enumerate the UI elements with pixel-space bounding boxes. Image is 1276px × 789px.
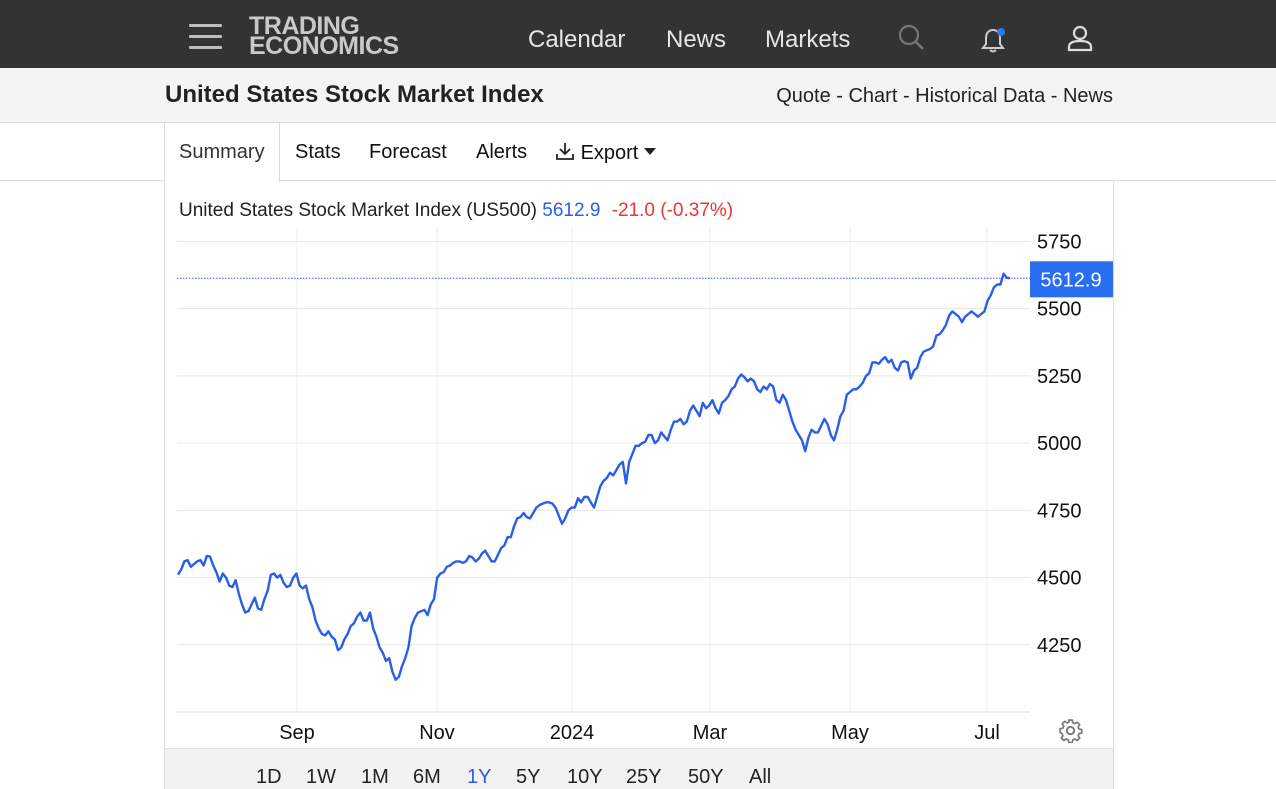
search-icon[interactable] <box>898 24 926 52</box>
caret-down-icon <box>643 148 656 155</box>
tab-export[interactable]: Export <box>555 141 656 165</box>
top-navbar: TRADING ECONOMICS Calendar News Markets <box>0 0 1276 68</box>
quote-chart-history-news-links[interactable]: Quote - Chart - Historical Data - News <box>776 85 1113 107</box>
range-50y[interactable]: 50Y <box>688 766 724 788</box>
x-tick-label: Jul <box>974 722 1000 744</box>
export-label: Export <box>580 142 639 164</box>
logo-line1: TRADING <box>249 12 360 40</box>
nav-news[interactable]: News <box>666 26 727 53</box>
range-all[interactable]: All <box>749 766 772 788</box>
y-tick-label: 5000 <box>1037 433 1082 455</box>
trading-economics-logo[interactable]: TRADING ECONOMICS <box>249 14 399 60</box>
hamburger-menu-icon[interactable] <box>189 24 222 49</box>
y-tick-label: 5250 <box>1037 366 1082 388</box>
tab-summary[interactable]: Summary <box>164 123 280 182</box>
y-tick-label: 5500 <box>1037 299 1082 321</box>
last-value-label: 5612.9 <box>1040 269 1101 291</box>
x-tick-label: Sep <box>279 722 315 744</box>
legend-change: -21.0 (-0.37%) <box>611 200 734 221</box>
logo-line2: ECONOMICS <box>249 32 399 60</box>
tab-forecast[interactable]: Forecast <box>369 141 447 163</box>
chart-settings-gear-icon[interactable] <box>1058 718 1083 743</box>
range-1d[interactable]: 1D <box>256 766 282 788</box>
range-1m[interactable]: 1M <box>361 766 389 788</box>
range-1w[interactable]: 1W <box>306 766 336 788</box>
range-6m[interactable]: 6M <box>413 766 441 788</box>
x-tick-label: May <box>831 722 869 744</box>
tab-stats[interactable]: Stats <box>295 141 341 163</box>
y-tick-label: 5750 <box>1037 231 1082 253</box>
legend-series-name: United States Stock Market Index (US500) <box>179 200 537 221</box>
chart-container <box>164 181 1114 789</box>
x-tick-label: Nov <box>419 722 455 744</box>
y-tick-label: 4750 <box>1037 500 1082 522</box>
notification-bell-icon[interactable] <box>980 26 1008 54</box>
y-tick-label: 4500 <box>1037 568 1082 590</box>
range-5y[interactable]: 5Y <box>516 766 541 788</box>
series-line[interactable] <box>176 272 1011 681</box>
nav-markets[interactable]: Markets <box>765 26 851 53</box>
last-value-badge <box>1030 261 1113 298</box>
x-tick-label: Mar <box>693 722 728 744</box>
page-subheader: United States Stock Market Index Quote -… <box>0 68 1276 123</box>
x-tick-label: 2024 <box>550 722 595 744</box>
chart-legend: United States Stock Market Index (US500)… <box>179 200 733 222</box>
y-tick-label: 4250 <box>1037 635 1082 657</box>
page-title: United States Stock Market Index <box>165 81 544 108</box>
download-icon <box>556 143 574 160</box>
user-account-icon[interactable] <box>1066 24 1094 52</box>
range-1y[interactable]: 1Y <box>467 766 492 788</box>
tabs-bar: Summary Stats Forecast Alerts Export <box>0 123 1276 182</box>
legend-price: 5612.9 <box>542 200 601 221</box>
range-10y[interactable]: 10Y <box>567 766 603 788</box>
tab-alerts[interactable]: Alerts <box>476 141 528 163</box>
nav-calendar[interactable]: Calendar <box>528 26 626 53</box>
range-25y[interactable]: 25Y <box>626 766 662 788</box>
time-range-bar: 1D 1W 1M 6M 1Y 5Y 10Y 25Y 50Y All <box>165 748 1113 789</box>
